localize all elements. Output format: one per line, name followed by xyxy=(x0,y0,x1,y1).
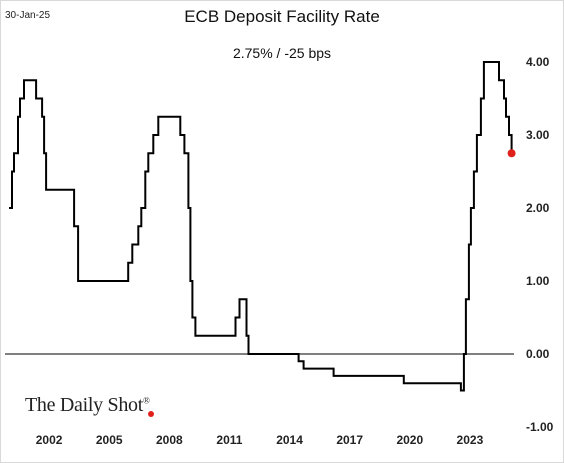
y-tick-label-2: 2.00 xyxy=(526,201,550,215)
chart-title: ECB Deposit Facility Rate xyxy=(184,7,380,26)
logo-dot-icon xyxy=(148,411,154,417)
rate-series-line xyxy=(9,61,513,392)
y-tick-label-1: 3.00 xyxy=(526,128,550,142)
x-tick-label-6: 2020 xyxy=(396,433,423,447)
logo-text: The Daily Shot xyxy=(25,394,144,416)
x-tick-label-2: 2008 xyxy=(156,433,183,447)
x-tick-label-3: 2011 xyxy=(216,433,242,447)
last-value-marker xyxy=(507,149,516,158)
logo-registered-mark: ® xyxy=(143,395,150,406)
y-tick-label-0: 4.00 xyxy=(526,55,550,69)
y-tick-label-5: -1.00 xyxy=(526,420,554,434)
y-tick-label-4: 0.00 xyxy=(526,347,550,361)
x-tick-label-0: 2002 xyxy=(36,433,63,447)
daily-shot-logo: The Daily Shot® xyxy=(25,394,150,417)
chart-subtitle: 2.75% / -25 bps xyxy=(232,45,332,61)
x-tick-label-1: 2005 xyxy=(96,433,123,447)
x-tick-label-7: 2023 xyxy=(457,433,484,447)
x-tick-label-4: 2014 xyxy=(276,433,303,447)
y-tick-label-3: 1.00 xyxy=(526,274,550,288)
x-axis-ticks: 2002 2005 2008 2011 2014 2017 2020 2023 xyxy=(36,433,484,447)
chart-date: 30-Jan-25 xyxy=(5,10,51,21)
y-axis-ticks: 4.00 3.00 2.00 1.00 0.00 -1.00 xyxy=(526,55,554,434)
x-tick-label-5: 2017 xyxy=(336,433,363,447)
